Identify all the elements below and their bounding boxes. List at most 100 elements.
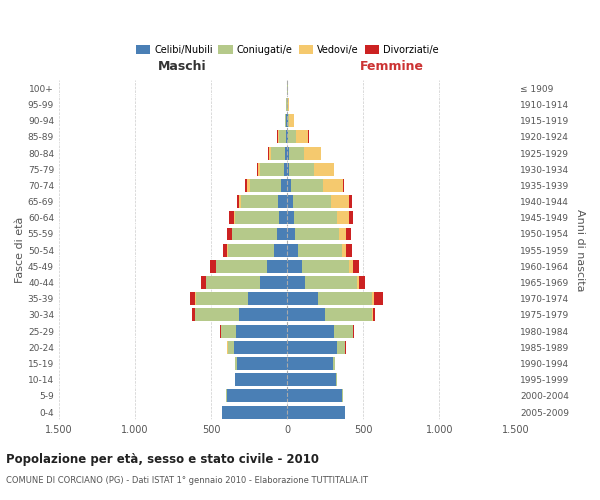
Bar [287, 341, 345, 354]
Bar [287, 308, 373, 322]
Bar [226, 390, 287, 402]
Bar [257, 162, 287, 175]
Bar [206, 276, 287, 289]
Bar [227, 228, 287, 240]
Bar [287, 390, 343, 402]
Bar [287, 292, 374, 305]
Bar [227, 341, 287, 354]
Bar [287, 373, 336, 386]
Bar [287, 292, 373, 305]
Bar [287, 406, 345, 418]
Bar [287, 390, 343, 402]
Bar [195, 308, 287, 322]
Bar [287, 114, 294, 127]
Bar [287, 276, 359, 289]
Bar [237, 357, 287, 370]
Bar [287, 195, 331, 208]
Bar [285, 146, 287, 160]
Bar [287, 228, 346, 240]
Bar [232, 228, 287, 240]
Text: Popolazione per età, sesso e stato civile - 2010: Popolazione per età, sesso e stato civil… [6, 452, 319, 466]
Bar [226, 390, 287, 402]
Bar [287, 373, 337, 386]
Bar [227, 244, 287, 256]
Bar [287, 179, 323, 192]
Bar [226, 390, 287, 402]
Bar [287, 114, 289, 127]
Bar [260, 276, 287, 289]
Bar [287, 390, 343, 402]
Bar [239, 308, 287, 322]
Bar [287, 195, 293, 208]
Bar [215, 260, 287, 273]
Text: Femmine: Femmine [360, 60, 424, 74]
Bar [287, 195, 352, 208]
Bar [287, 82, 288, 95]
Bar [287, 212, 294, 224]
Bar [235, 357, 287, 370]
Bar [247, 179, 287, 192]
Bar [235, 373, 287, 386]
Text: COMUNE DI CORCIANO (PG) - Dati ISTAT 1° gennaio 2010 - Elaborazione TUTTITALIA.I: COMUNE DI CORCIANO (PG) - Dati ISTAT 1° … [6, 476, 368, 485]
Bar [287, 373, 337, 386]
Bar [269, 146, 287, 160]
Y-axis label: Anni di nascita: Anni di nascita [575, 209, 585, 292]
Bar [287, 260, 302, 273]
Bar [287, 357, 335, 370]
Bar [287, 114, 288, 127]
Bar [206, 276, 287, 289]
Bar [287, 98, 288, 111]
Bar [287, 228, 295, 240]
Bar [287, 244, 346, 256]
Bar [287, 130, 308, 143]
Bar [210, 260, 287, 273]
Bar [287, 162, 334, 175]
Bar [287, 341, 337, 354]
Bar [286, 130, 287, 143]
Bar [287, 179, 344, 192]
Bar [258, 162, 287, 175]
Bar [287, 228, 351, 240]
Bar [287, 82, 288, 95]
Bar [245, 179, 287, 192]
Bar [287, 406, 345, 418]
Bar [287, 292, 383, 305]
Bar [235, 357, 287, 370]
Bar [286, 114, 287, 127]
Bar [287, 98, 289, 111]
Bar [221, 324, 287, 338]
Bar [221, 406, 287, 418]
Bar [274, 244, 287, 256]
Bar [285, 114, 287, 127]
Bar [201, 276, 287, 289]
Bar [229, 212, 287, 224]
Bar [287, 179, 343, 192]
Bar [287, 162, 289, 175]
Bar [287, 276, 365, 289]
Bar [241, 195, 287, 208]
Bar [287, 146, 304, 160]
Text: Maschi: Maschi [158, 60, 206, 74]
Bar [287, 260, 349, 273]
Bar [287, 324, 334, 338]
Bar [287, 146, 289, 160]
Bar [287, 357, 333, 370]
Bar [287, 146, 322, 160]
Bar [228, 341, 287, 354]
Bar [287, 308, 373, 322]
Bar [287, 341, 346, 354]
Bar [248, 292, 287, 305]
Bar [195, 308, 287, 322]
Bar [268, 260, 287, 273]
Bar [278, 130, 287, 143]
Bar [277, 130, 287, 143]
Bar [236, 195, 287, 208]
Bar [287, 390, 342, 402]
Bar [287, 244, 352, 256]
Bar [286, 98, 287, 111]
Bar [271, 146, 287, 160]
Bar [287, 406, 345, 418]
Bar [227, 390, 287, 402]
Bar [236, 324, 287, 338]
Bar [287, 146, 320, 160]
